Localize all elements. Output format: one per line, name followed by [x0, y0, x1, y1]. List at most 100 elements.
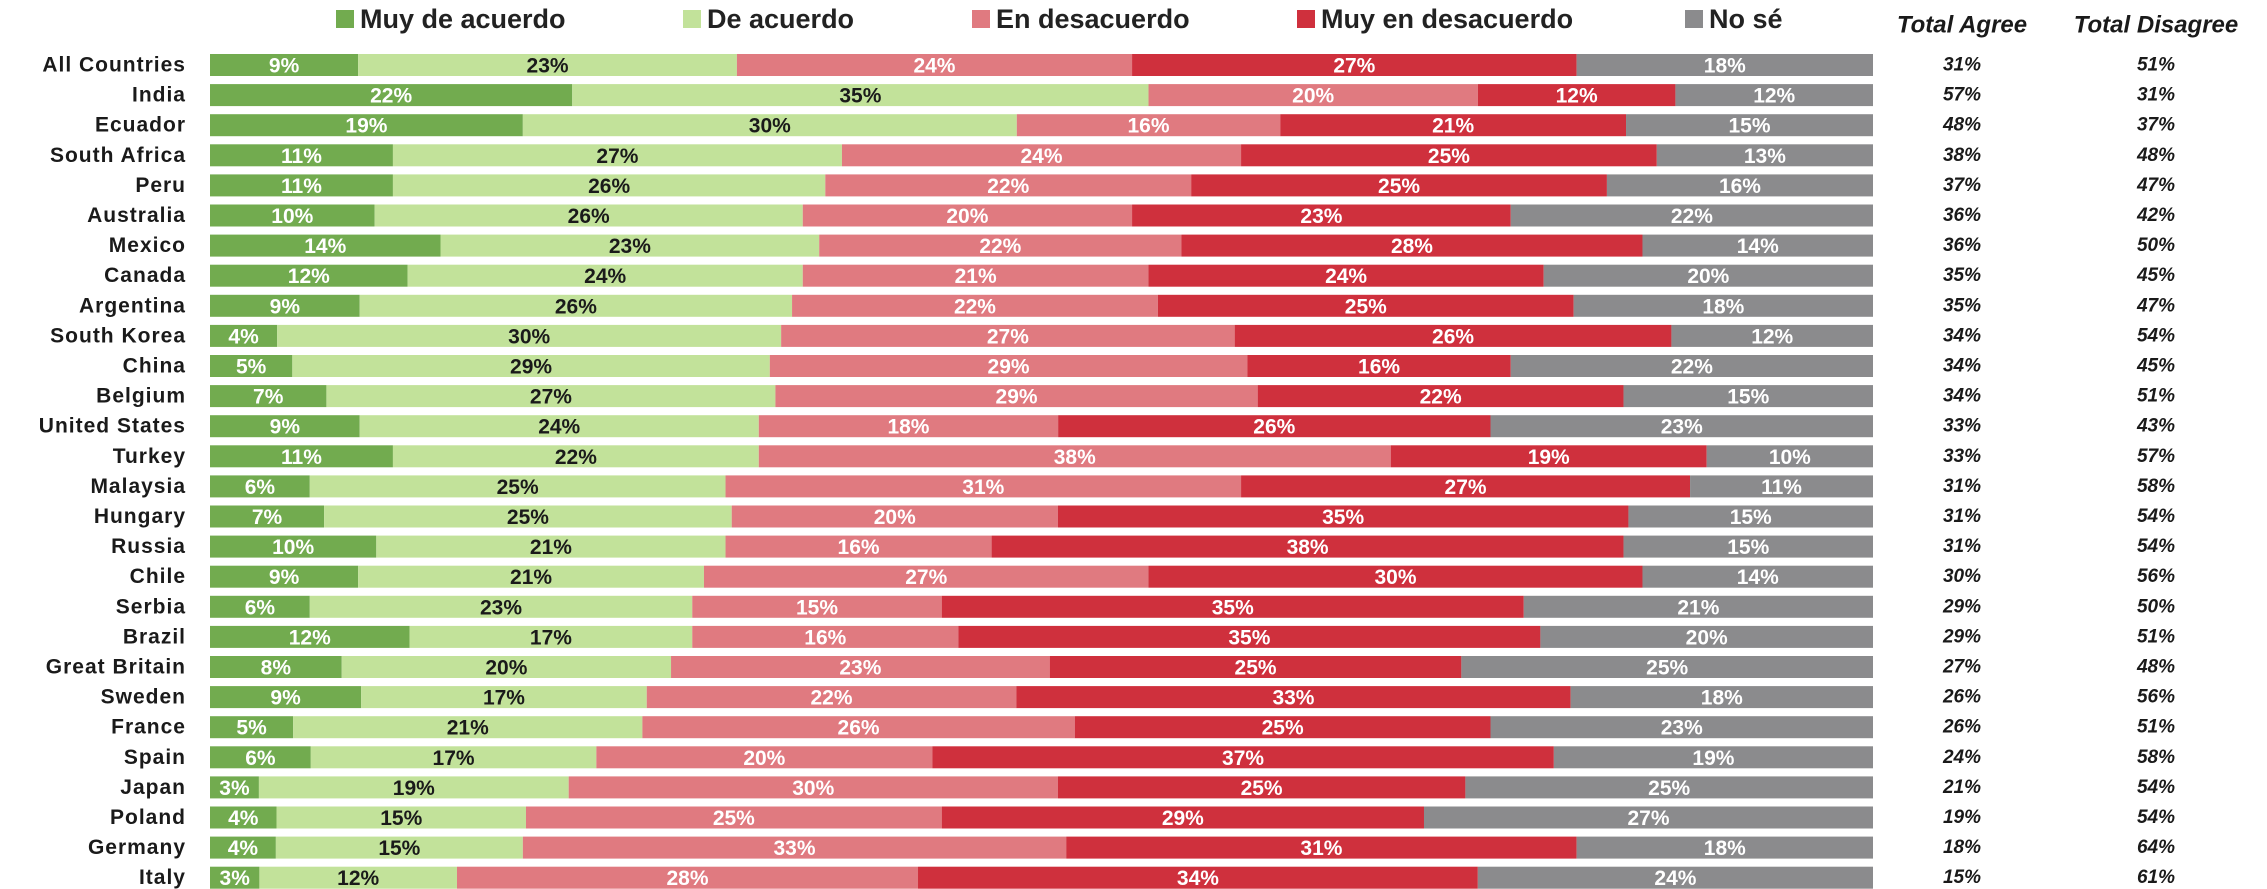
total-value: 34% [1943, 386, 1981, 407]
value-label: 4% [228, 325, 259, 348]
bar-segment [210, 776, 259, 799]
value-label: 24% [1654, 867, 1696, 889]
value-label: 27% [596, 145, 638, 168]
total-value: 35% [1943, 265, 1981, 286]
category-label: Serbia [116, 595, 186, 618]
value-label: 38% [1054, 446, 1096, 469]
value-label: 25% [1262, 717, 1304, 740]
value-label: 21% [955, 265, 997, 288]
value-label: 24% [1020, 145, 1062, 168]
value-label: 22% [555, 446, 597, 469]
value-label: 23% [1300, 205, 1342, 228]
bar-segment [1234, 324, 1672, 347]
total-value: 58% [2137, 476, 2175, 497]
value-label: 22% [1671, 356, 1713, 379]
value-label: 6% [245, 476, 276, 499]
category-label: Japan [120, 776, 186, 799]
value-label: 16% [1719, 175, 1761, 198]
bar-segment [210, 174, 393, 197]
value-label: 37% [1222, 747, 1264, 770]
bar-segment [361, 686, 647, 709]
value-label: 22% [1420, 386, 1462, 409]
bar-segment [1642, 234, 1873, 257]
bar-segment [1390, 445, 1707, 468]
value-label: 23% [1661, 717, 1703, 740]
value-label: 35% [1228, 626, 1270, 649]
bar-segment [210, 806, 277, 829]
value-label: 27% [1333, 55, 1375, 78]
category-label: Chile [130, 565, 186, 588]
total-value: 56% [2137, 687, 2175, 708]
bar-segment [642, 716, 1075, 739]
category-label: Argentina [79, 294, 186, 317]
bar-segment [210, 475, 310, 498]
total-value: 36% [1943, 205, 1981, 226]
value-label: 11% [1761, 476, 1802, 499]
total-value: 54% [2137, 777, 2175, 798]
bar-segment [758, 415, 1059, 438]
bar-segment [258, 776, 569, 799]
bar-segment [522, 836, 1067, 859]
total-value: 36% [1943, 235, 1981, 256]
bar-segment [775, 385, 1258, 408]
value-label: 28% [666, 867, 708, 889]
bar-segment [1656, 144, 1873, 167]
value-label: 4% [228, 807, 259, 830]
bar-segment [276, 806, 526, 829]
bar-segment [802, 204, 1133, 227]
value-label: 19% [1528, 446, 1570, 469]
value-label: 4% [228, 837, 259, 860]
category-label: Australia [87, 204, 186, 227]
bar-segment [802, 264, 1149, 287]
total-value: 15% [1943, 867, 1981, 888]
bar-segment [958, 625, 1541, 648]
value-label: 15% [378, 837, 420, 860]
bar-segment [359, 415, 759, 438]
value-label: 21% [530, 536, 572, 559]
bar-segment [1132, 204, 1511, 227]
bar-segment [1570, 686, 1873, 709]
total-value: 58% [2137, 747, 2175, 768]
value-label: 18% [1704, 837, 1746, 860]
value-label: 11% [281, 145, 322, 168]
bar-segment [210, 144, 393, 167]
value-label: 16% [804, 626, 846, 649]
value-label: 29% [1162, 807, 1204, 830]
value-label: 25% [1235, 657, 1277, 680]
bar-segment [324, 505, 732, 528]
bar-segment [456, 866, 919, 889]
value-label: 26% [555, 295, 597, 318]
bar-segment [1543, 264, 1873, 287]
value-label: 27% [987, 325, 1029, 348]
value-label: 26% [568, 205, 610, 228]
total-value: 42% [2136, 205, 2175, 226]
value-label: 8% [261, 657, 292, 680]
category-label: Great Britain [46, 656, 186, 679]
legend-label: En desacuerdo [996, 4, 1190, 34]
total-value: 50% [2137, 235, 2175, 256]
bar-segment [1191, 174, 1607, 197]
value-label: 5% [236, 356, 267, 379]
total-value: 51% [2137, 717, 2175, 738]
total-value: 31% [1943, 536, 1981, 557]
value-label: 7% [253, 386, 284, 409]
total-value: 31% [1943, 476, 1981, 497]
value-label: 35% [839, 85, 881, 108]
value-label: 22% [370, 85, 412, 108]
category-label: Turkey [113, 445, 186, 468]
bar-segment [358, 54, 737, 76]
bar-segment [1490, 716, 1873, 739]
bar-segment [392, 174, 826, 197]
bar-segment [210, 294, 360, 317]
bar-segment [1461, 656, 1873, 678]
value-label: 21% [1677, 596, 1719, 619]
value-label: 12% [337, 867, 379, 889]
total-value: 29% [1942, 596, 1981, 617]
value-label: 30% [792, 777, 834, 800]
bar-segment [725, 475, 1242, 498]
total-value: 54% [2137, 325, 2175, 346]
total-value: 54% [2137, 506, 2175, 527]
value-label: 35% [1322, 506, 1364, 529]
value-label: 28% [1391, 235, 1433, 258]
